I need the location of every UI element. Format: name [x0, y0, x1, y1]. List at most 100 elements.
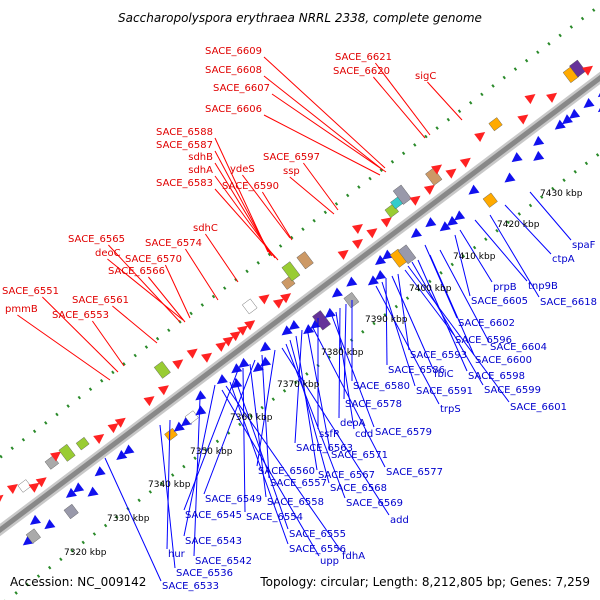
- reverse-gene-arrow: [44, 519, 56, 530]
- forward-gene-arrow-shape: [459, 157, 471, 168]
- reverse-gene-label: spaF: [572, 240, 596, 251]
- forward-gene-arrow-shape: [351, 239, 363, 250]
- reverse-leader-line: [281, 347, 390, 516]
- forward-gene-box: [569, 59, 587, 78]
- reverse-leader-line: [385, 277, 388, 366]
- forward-leader-line: [148, 276, 186, 323]
- reverse-gene-label: SACE_6591: [416, 386, 473, 397]
- forward-gene-arrow-shape: [474, 131, 486, 142]
- reverse-gene-arrow-shape: [375, 254, 387, 266]
- forward-leader-line: [17, 314, 111, 381]
- forward-gene-label: sdhC: [193, 223, 218, 234]
- reverse-gene-box: [397, 244, 417, 265]
- reverse-gene-label: SACE_6536: [176, 568, 233, 579]
- kbp-tick-label: 7330 kbp: [107, 514, 150, 524]
- forward-gene-arrow-shape: [201, 352, 213, 363]
- reverse-gene-arrow-shape: [173, 421, 185, 432]
- reverse-gene-label: cdd: [355, 429, 373, 440]
- forward-gene-arrow-shape: [50, 451, 62, 462]
- reverse-gene-arrow-shape: [231, 363, 243, 374]
- forward-gene-arrow-shape: [229, 331, 241, 342]
- forward-gene-arrow-shape: [582, 65, 594, 76]
- forward-gene-arrow-shape: [107, 423, 119, 434]
- forward-gene-arrow: [337, 249, 349, 260]
- reverse-gene-arrow-shape: [87, 486, 99, 497]
- forward-gene-arrow: [0, 494, 4, 505]
- reverse-gene-arrow-shape: [569, 108, 581, 119]
- reverse-gene-arrow-shape: [22, 535, 34, 546]
- forward-gene-label: SACE_6587: [156, 140, 213, 151]
- reverse-gene-arrow: [116, 449, 128, 460]
- forward-gene-label: SACE_6621: [335, 52, 392, 63]
- forward-gene-label: SACE_6553: [52, 310, 109, 321]
- reverse-leader-line: [404, 269, 455, 336]
- forward-gene-label: sdhB: [188, 152, 213, 163]
- forward-gene-arrow-shape: [380, 217, 392, 228]
- reverse-gene-arrow: [561, 114, 573, 125]
- reverse-gene-arrow-shape: [597, 102, 600, 113]
- forward-gene-label: sigC: [415, 71, 436, 82]
- leader-line-layer: [17, 56, 572, 582]
- reverse-gene-label: SACE_6601: [510, 402, 567, 413]
- forward-leader-line: [261, 191, 293, 241]
- reverse-gene-arrow-shape: [116, 449, 128, 460]
- forward-gene-arrow-shape: [546, 92, 558, 103]
- forward-gene-arrow: [172, 359, 184, 370]
- forward-gene-arrow: [107, 423, 119, 434]
- reverse-gene-arrow: [331, 287, 343, 298]
- forward-gene-arrow-shape: [445, 168, 457, 179]
- forward-gene-arrow-shape: [172, 359, 184, 370]
- forward-leader-line: [289, 176, 335, 215]
- reverse-gene-label: SACE_6555: [289, 529, 346, 540]
- reverse-gene-label: SACE_6556: [289, 544, 346, 555]
- reverse-gene-label: SACE_6542: [195, 556, 252, 567]
- reverse-gene-arrow-shape: [375, 269, 387, 281]
- forward-gene-arrow-shape: [35, 477, 47, 488]
- reverse-gene-label: SACE_6598: [468, 371, 525, 382]
- forward-gene-label: SACE_6620: [333, 66, 390, 77]
- forward-gene-arrow: [423, 184, 435, 195]
- backbone-core: [0, 74, 600, 534]
- reverse-leader-line: [424, 244, 458, 319]
- reverse-gene-arrow-shape: [324, 307, 336, 318]
- reverse-gene-label: SACE_6567: [318, 470, 375, 481]
- reverse-gene-arrow: [468, 184, 480, 195]
- forward-gene-arrow: [93, 433, 105, 444]
- forward-gene-arrow-shape: [423, 184, 435, 195]
- forward-gene-arrow: [35, 477, 47, 488]
- reverse-gene-arrow: [195, 405, 207, 416]
- reverse-gene-arrow: [29, 514, 41, 525]
- forward-leader-line: [112, 305, 158, 344]
- reverse-leader-line: [183, 384, 216, 537]
- reverse-gene-arrow-shape: [468, 184, 480, 195]
- forward-gene-arrow: [445, 168, 457, 179]
- forward-leader-line: [427, 81, 463, 121]
- forward-gene-box: [425, 167, 443, 186]
- reverse-gene-arrow: [94, 466, 106, 477]
- forward-gene-arrow: [280, 293, 292, 304]
- reverse-gene-arrow: [73, 482, 85, 493]
- forward-gene-arrow: [517, 114, 529, 125]
- forward-gene-arrow: [236, 325, 248, 336]
- forward-gene-label: SACE_6574: [145, 238, 202, 249]
- reverse-leader-line: [474, 219, 528, 282]
- forward-leader-line: [271, 93, 387, 173]
- reverse-gene-arrow: [281, 325, 293, 336]
- forward-gene-arrow: [582, 65, 594, 76]
- reverse-leader-line: [529, 191, 572, 241]
- forward-gene-arrow: [380, 217, 392, 228]
- forward-leader-line: [263, 56, 386, 169]
- reverse-leader-line: [504, 204, 552, 255]
- reverse-gene-label: SACE_6605: [471, 296, 528, 307]
- kbp-tick-label: 7400 kbp: [409, 284, 452, 294]
- reverse-gene-arrow-shape: [44, 519, 56, 530]
- reverse-gene-arrow: [87, 486, 99, 497]
- reverse-gene-arrow: [533, 135, 545, 146]
- reverse-gene-arrow-shape: [533, 135, 545, 146]
- reverse-gene-label: upp: [320, 556, 339, 567]
- forward-gene-arrow-shape: [28, 482, 40, 493]
- reverse-gene-label: SACE_6568: [330, 483, 387, 494]
- reverse-gene-arrow-shape: [446, 215, 458, 226]
- reverse-gene-label: prpB: [493, 282, 517, 293]
